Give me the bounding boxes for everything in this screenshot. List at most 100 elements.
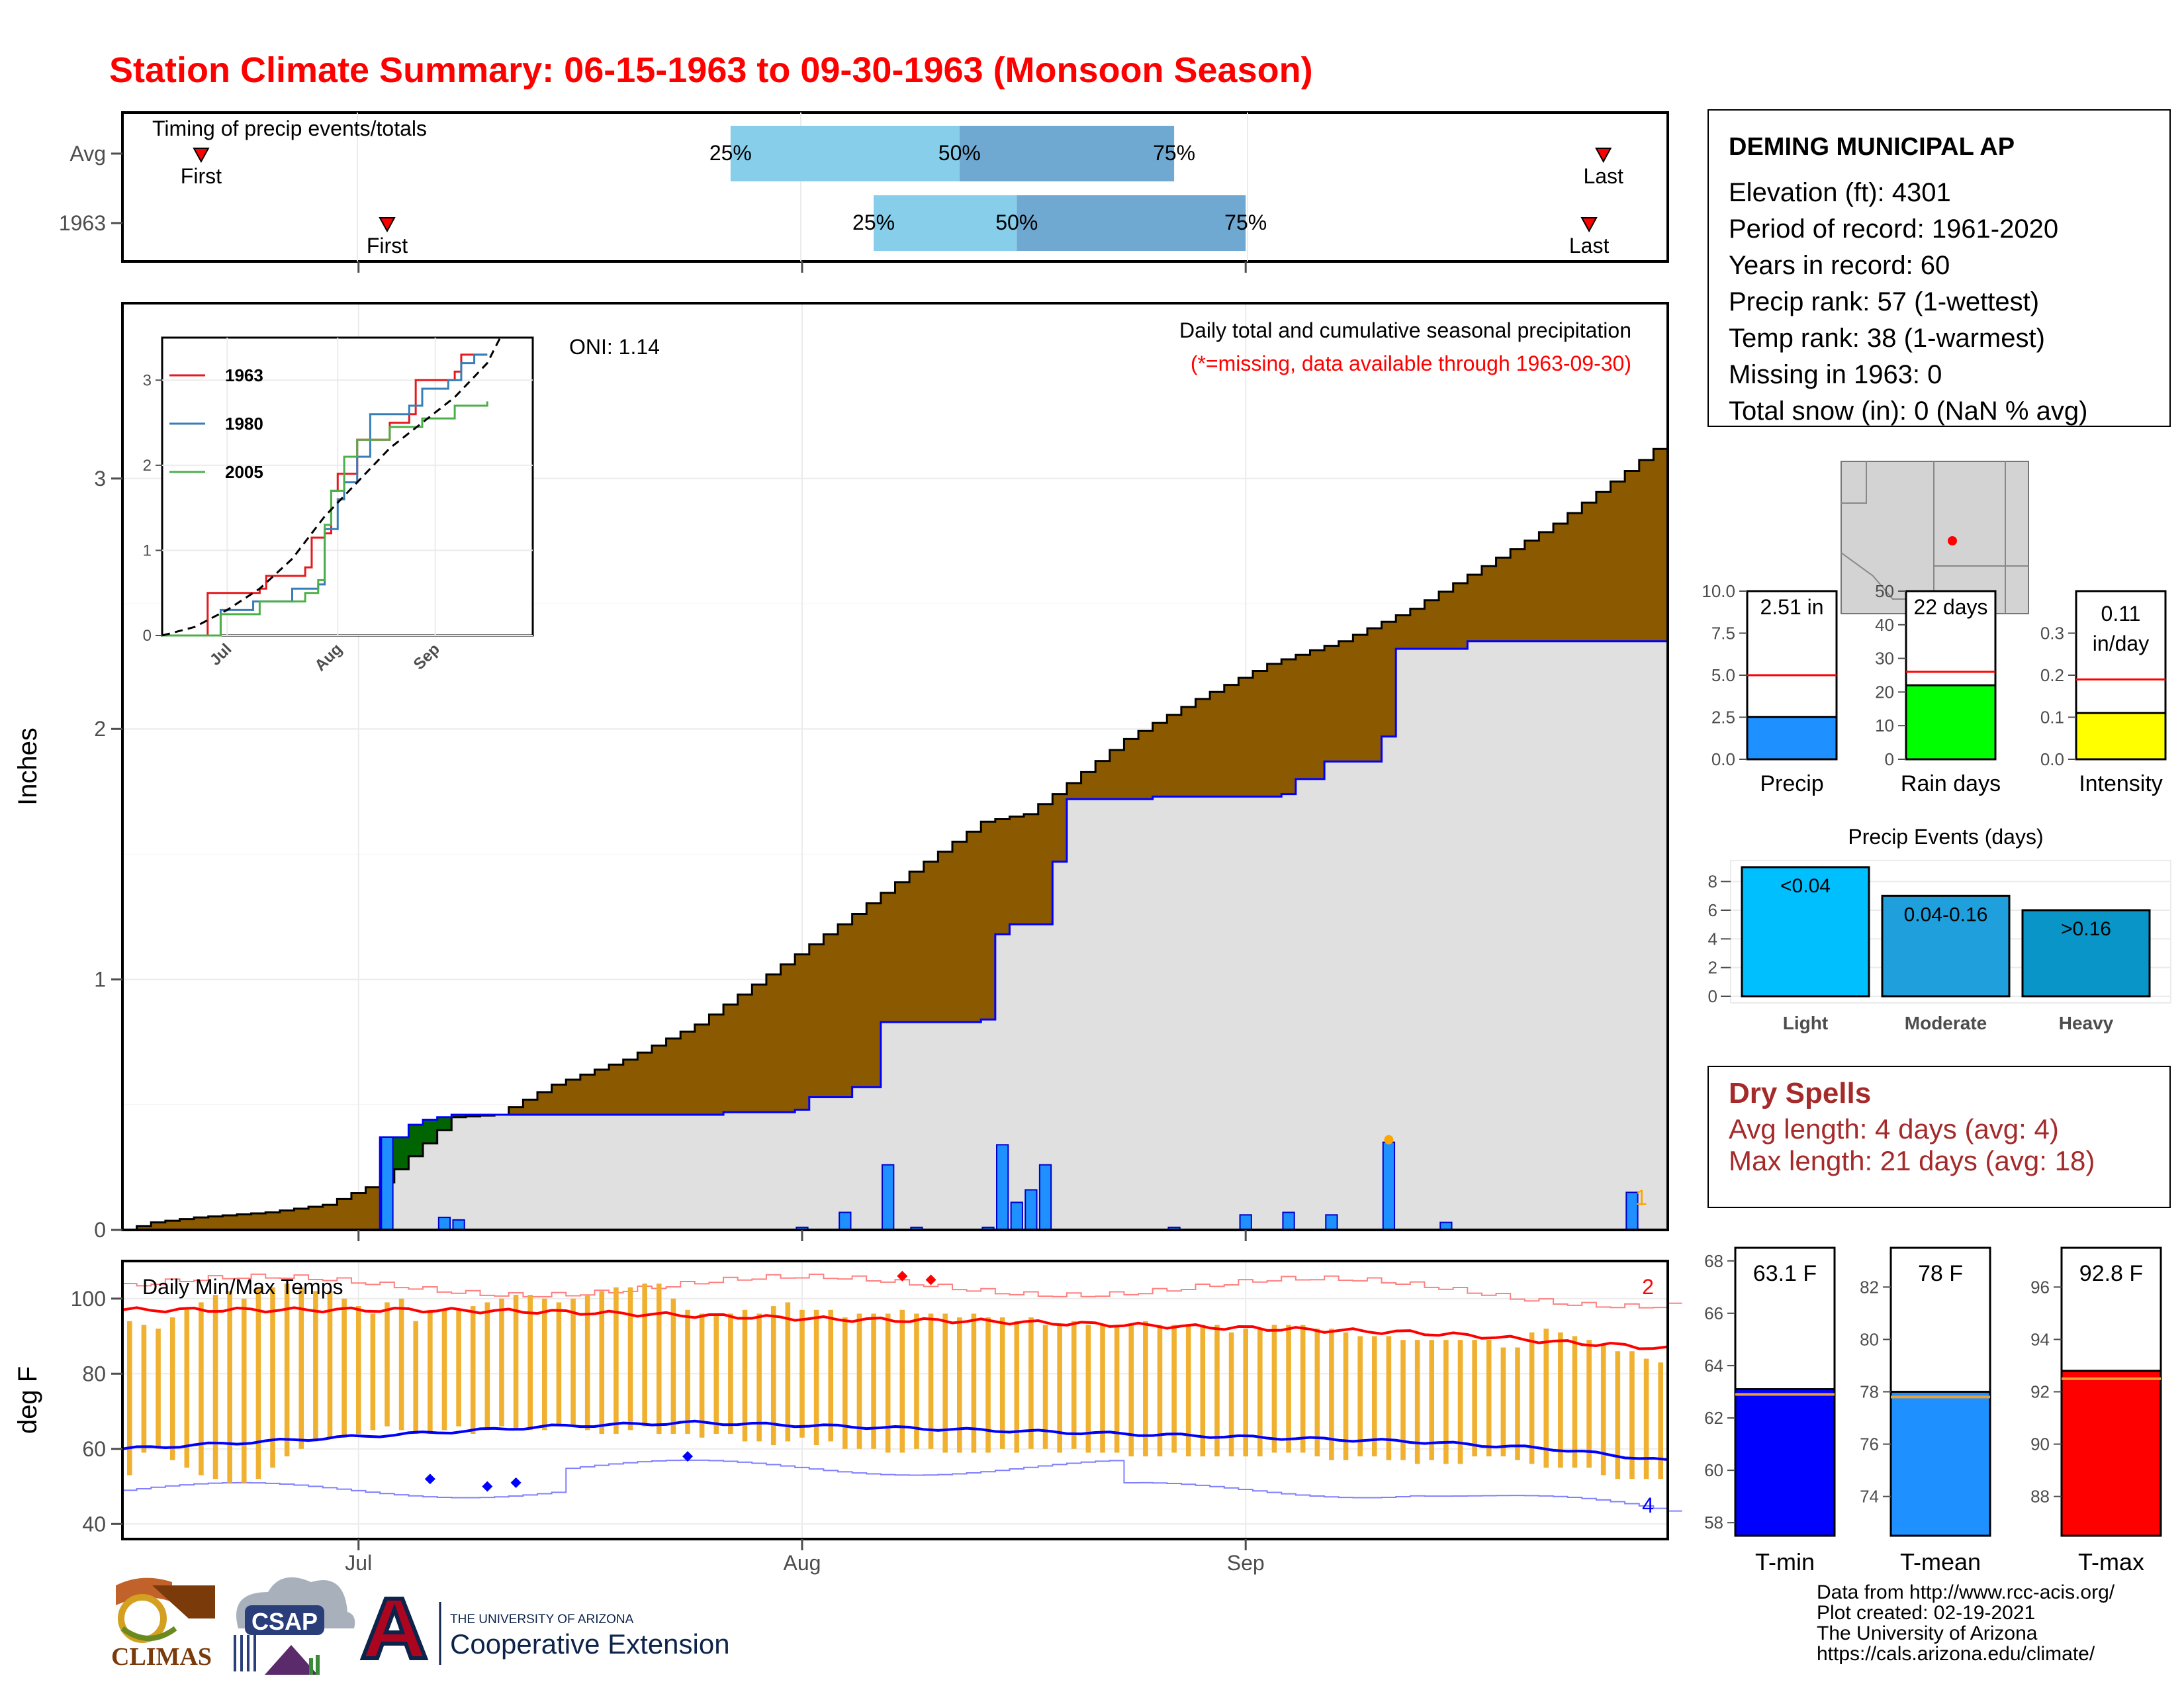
daily-temp-bar <box>1429 1340 1435 1460</box>
timing-last-marker <box>1580 217 1598 233</box>
daily-temp-bar <box>914 1313 919 1449</box>
station-name: DEMING MUNICIPAL AP <box>1729 133 2015 161</box>
daily-temp-bar <box>627 1287 633 1430</box>
daily-temp-bar <box>1329 1329 1334 1460</box>
climas-logo: CLIMAS <box>111 1577 215 1671</box>
temp-bar-tmin <box>1734 1388 1836 1537</box>
dry-spells-avg: Avg length: 4 days (avg: 4) <box>1729 1113 2059 1145</box>
daily-temp-bar <box>398 1298 404 1430</box>
daily-temp-bar <box>885 1313 891 1453</box>
mini-ytick-label: 20 <box>1875 682 1894 702</box>
events-ytick-label: 8 <box>1708 872 1717 892</box>
daily-temp-bar <box>670 1298 676 1434</box>
daily-temp-bar <box>413 1321 419 1434</box>
daily-temp-bar <box>770 1306 776 1446</box>
temp-bar-ytick-label: 78 <box>1860 1382 1879 1402</box>
daily-temp-bar <box>456 1309 461 1427</box>
daily-temp-bar <box>656 1284 662 1434</box>
temp-value-tmax: 92.8 F <box>2079 1261 2143 1286</box>
mini-value-intensity: 0.11 <box>2101 602 2141 626</box>
mini-ytick-label: 0.1 <box>2040 708 2064 727</box>
inset-avg-line <box>161 337 502 637</box>
daily-temp-bar <box>1600 1343 1606 1476</box>
daily-temp-bar <box>1558 1332 1563 1468</box>
mini-ytick-label: 0.3 <box>2040 624 2064 643</box>
daily-temp-bar <box>1200 1325 1206 1457</box>
mini-bar-raindays <box>1905 684 1997 761</box>
mini-bar-precip <box>1746 716 1838 761</box>
seasonal-temp-charts: 58 60 62 64 66 68 63.1 F T-min 74 76 78 80 82 78 F T-m… <box>1704 1246 2162 1575</box>
ua-small-text: THE UNIVERSITY OF ARIZONA <box>450 1613 634 1626</box>
daily-temp-bar <box>1128 1325 1134 1457</box>
temp-ytick-label: 40 <box>82 1512 106 1536</box>
daily-temp-bar <box>513 1295 519 1430</box>
events-category-label: Moderate <box>1905 1013 1987 1033</box>
daily-temp-bar <box>1042 1325 1048 1449</box>
daily-temp-bar <box>470 1306 476 1434</box>
daily-temp-bar <box>327 1291 333 1438</box>
events-ytick-label: 2 <box>1708 958 1717 978</box>
daily-temp-bar <box>1243 1329 1248 1457</box>
events-ytick-label: 6 <box>1708 900 1717 920</box>
timing-last-label: Last <box>1569 234 1610 258</box>
daily-temp-bar <box>1400 1340 1406 1460</box>
daily-temp-bar <box>441 1309 447 1430</box>
mini-ytick-label: 0.2 <box>2040 665 2064 685</box>
daily-temp-bar <box>756 1313 762 1442</box>
x-tick-label: Aug <box>783 1551 821 1575</box>
daily-temp-bar <box>599 1291 605 1434</box>
precip-ytick-label: 3 <box>94 467 106 491</box>
daily-temp-bar <box>199 1302 204 1476</box>
daily-temp-bar <box>1515 1347 1520 1460</box>
timing-panel: 25% 50% 75% First Last 25% 50% 75% First Last Tim… <box>59 111 1669 263</box>
daily-temp-bar <box>1228 1332 1234 1457</box>
dry-spells-title: Dry Spells <box>1729 1077 1872 1109</box>
daily-temp-bar <box>685 1309 690 1434</box>
daily-temp-bar <box>1615 1351 1621 1479</box>
daily-temp-bar <box>370 1313 376 1430</box>
daily-precip-bar <box>1024 1189 1038 1231</box>
timing-p75-label: 75% <box>1224 211 1267 234</box>
daily-temp-bar <box>584 1295 590 1430</box>
daily-precip-bar <box>1325 1214 1338 1231</box>
daily-precip-bar <box>1038 1164 1052 1231</box>
record-min-marker <box>682 1451 694 1462</box>
daily-temp-bar <box>270 1287 275 1468</box>
temp-bar-ytick-label: 66 <box>1704 1303 1723 1323</box>
daily-temp-bar <box>871 1313 876 1449</box>
timing-last-marker <box>1595 148 1612 164</box>
daily-temp-bar <box>1171 1325 1177 1453</box>
daily-precip-bar <box>882 1164 895 1231</box>
precip-missing-note: (*=missing, data available through 1963-… <box>1191 352 1631 375</box>
mini-value-precip: 2.51 in <box>1760 595 1823 619</box>
mini-ytick-label: 7.5 <box>1711 624 1735 643</box>
avg-tmin-line <box>122 1419 1668 1462</box>
daily-temp-bar <box>1386 1336 1392 1460</box>
record-max-marker <box>897 1270 908 1282</box>
daily-temp-bar <box>1214 1325 1220 1457</box>
temp-bar-ytick-label: 90 <box>2030 1434 2050 1454</box>
daily-temp-bar <box>1185 1325 1191 1457</box>
locator-map <box>1841 461 2029 614</box>
daily-temp-bar <box>141 1325 147 1453</box>
record-min-line <box>122 1459 1682 1512</box>
daily-temp-bar <box>341 1298 347 1438</box>
station-precip-rank: Precip rank: 57 (1-wettest) <box>1729 287 2040 316</box>
daily-temp-bar <box>1114 1325 1120 1453</box>
daily-temp-bar <box>1500 1347 1506 1457</box>
daily-temp-bar <box>899 1309 905 1453</box>
daily-temp-bar <box>1357 1336 1363 1457</box>
daily-temp-bar <box>942 1313 948 1453</box>
mini-label-intensity: Intensity <box>2079 771 2163 796</box>
daily-temp-bar <box>1586 1340 1592 1468</box>
daily-temp-bar <box>1343 1332 1349 1460</box>
temp-corner-top: 2 <box>1642 1275 1654 1299</box>
daily-precip-bar <box>839 1211 852 1231</box>
daily-temp-bar <box>1529 1332 1535 1464</box>
temp-bar-ytick-label: 64 <box>1704 1356 1723 1376</box>
daily-temp-bar <box>428 1309 433 1434</box>
credit-university: The University of Arizona <box>1817 1622 2038 1644</box>
mini-ytick-label: 0 <box>1885 749 1894 769</box>
inset-ytick-label: 2 <box>143 457 152 475</box>
